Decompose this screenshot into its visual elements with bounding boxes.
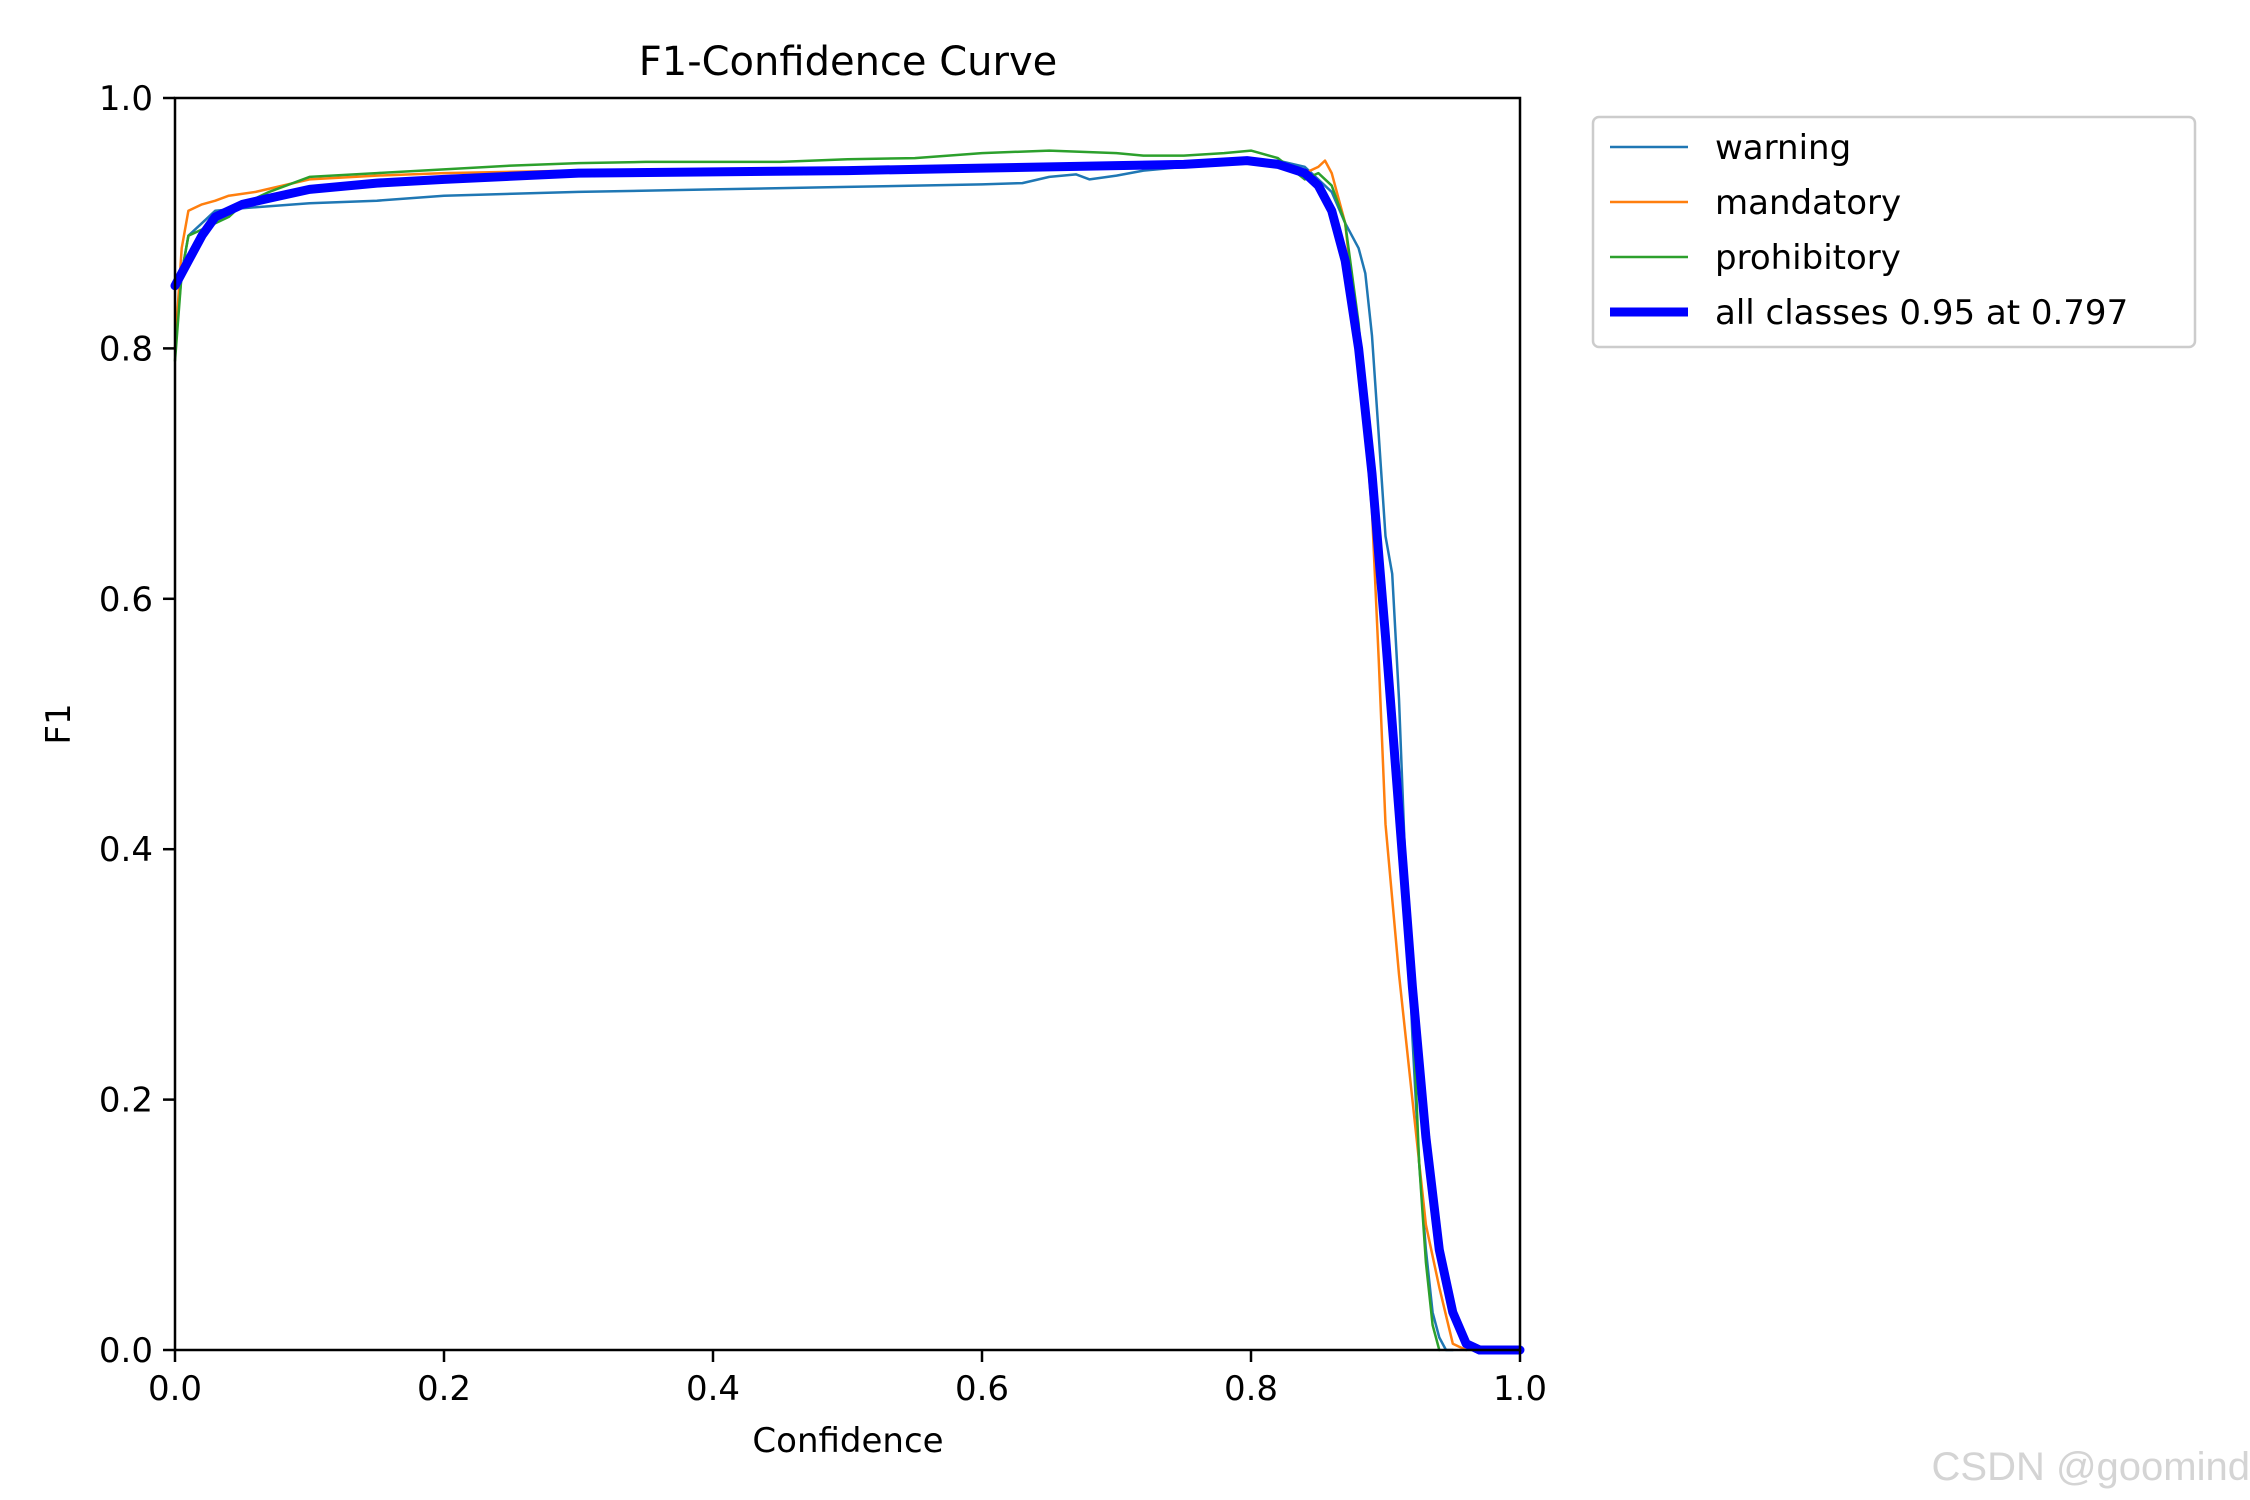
x-tick-label: 0.8	[1224, 1369, 1278, 1409]
y-tick-label: 0.6	[99, 580, 153, 620]
chart-title: F1-Confidence Curve	[639, 39, 1058, 85]
y-axis-label: F1	[39, 703, 79, 744]
y-tick-label: 0.2	[99, 1081, 153, 1121]
y-tick-label: 1.0	[99, 79, 153, 119]
legend-frame	[1591, 115, 2197, 349]
series-layer	[170, 149, 1525, 1355]
x-axis-ticks: 0.0 0.2 0.4 0.6 0.8 1.0	[148, 1350, 1547, 1409]
x-axis-label: Confidence	[752, 1421, 943, 1461]
legend-entries: warning mandatory prohibitory all classes 0…	[1610, 128, 2128, 333]
legend-label: mandatory	[1715, 183, 1901, 223]
x-tick-label: 0.6	[955, 1369, 1009, 1409]
series-line-warning	[173, 159, 1455, 1352]
y-tick-label: 0.8	[99, 329, 153, 369]
legend-label: prohibitory	[1715, 238, 1901, 278]
legend: warning mandatory prohibitory all classes 0…	[1591, 115, 2197, 349]
watermark: CSDN @goomind	[1931, 1445, 2250, 1489]
legend-label: all classes 0.95 at 0.797	[1715, 293, 2128, 333]
series-line-prohibitory	[173, 149, 1441, 1352]
y-tick-label: 0.4	[99, 830, 153, 870]
x-tick-label: 0.4	[686, 1369, 740, 1409]
series-line-mandatory	[173, 159, 1468, 1352]
x-tick-label: 0.0	[148, 1369, 202, 1409]
y-axis-ticks: 0.0 0.2 0.4 0.6 0.8 1.0	[99, 79, 175, 1371]
x-tick-label: 1.0	[1493, 1369, 1547, 1409]
y-tick-label: 0.0	[99, 1331, 153, 1371]
legend-label: warning	[1715, 128, 1851, 168]
plot-frame	[173, 96, 1522, 1352]
series-line-all	[170, 156, 1525, 1355]
x-tick-label: 0.2	[417, 1369, 471, 1409]
